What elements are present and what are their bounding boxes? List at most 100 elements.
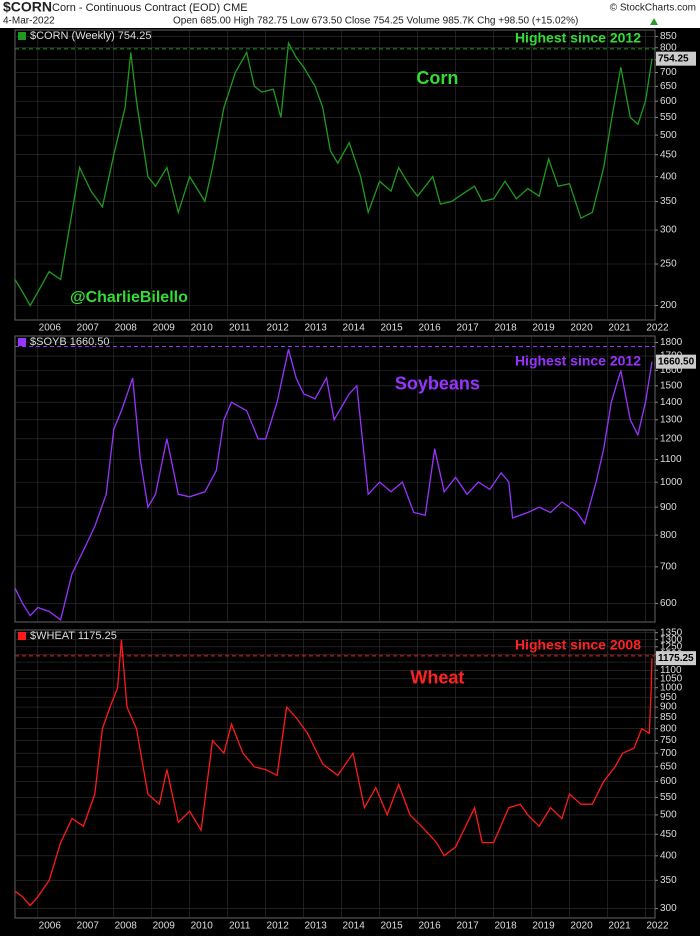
x-tick-label: 2015 xyxy=(381,921,404,932)
legend-swatch xyxy=(18,338,26,346)
x-tick-label: 2007 xyxy=(77,921,100,932)
legend-swatch xyxy=(18,32,26,40)
y-tick-label: 600 xyxy=(660,96,677,107)
y-tick-label: 500 xyxy=(660,810,677,821)
y-tick-label: 1100 xyxy=(660,454,682,465)
x-tick-label: 2010 xyxy=(191,323,214,334)
panel-frame xyxy=(14,629,656,919)
y-tick-label: 400 xyxy=(660,171,677,182)
x-tick-label: 2019 xyxy=(532,323,555,334)
series-label: Soybeans xyxy=(395,373,480,393)
y-tick-label: 1300 xyxy=(660,414,683,425)
x-tick-label: 2021 xyxy=(608,921,631,932)
y-tick-label: 650 xyxy=(660,761,677,772)
watermark: @CharlieBilello xyxy=(70,289,188,306)
y-tick-label: 300 xyxy=(660,225,677,236)
symbol: $CORN xyxy=(3,0,52,15)
last-value-label: 754.25 xyxy=(658,53,689,64)
y-tick-label: 700 xyxy=(660,562,677,573)
header-bar xyxy=(0,0,700,28)
y-tick-label: 350 xyxy=(660,875,677,886)
y-tick-label: 550 xyxy=(660,112,677,123)
x-tick-label: 2015 xyxy=(381,323,404,334)
x-tick-label: 2016 xyxy=(418,323,441,334)
x-tick-label: 2006 xyxy=(39,323,62,334)
y-tick-label: 600 xyxy=(660,598,677,609)
y-tick-label: 750 xyxy=(660,735,677,746)
y-tick-label: 950 xyxy=(660,692,677,703)
y-tick-label: 300 xyxy=(660,903,677,914)
x-tick-label: 2007 xyxy=(77,323,100,334)
last-value-box xyxy=(656,354,696,369)
y-tick-label: 1800 xyxy=(660,337,683,348)
series-label: Corn xyxy=(416,68,458,88)
price-line xyxy=(14,639,653,907)
y-tick-label: 1300 xyxy=(660,634,683,645)
x-tick-label: 2008 xyxy=(115,921,138,932)
x-tick-label: 2006 xyxy=(39,921,62,932)
source: © StockCharts.com xyxy=(610,3,696,14)
y-tick-label: 450 xyxy=(660,149,677,160)
x-tick-label: 2018 xyxy=(494,323,517,334)
last-value-box xyxy=(656,51,696,66)
y-tick-label: 550 xyxy=(660,792,677,803)
y-tick-label: 800 xyxy=(660,723,677,734)
y-tick-label: 1200 xyxy=(660,433,683,444)
x-tick-label: 2016 xyxy=(418,921,441,932)
last-value-box xyxy=(656,651,696,666)
x-tick-label: 2009 xyxy=(153,921,176,932)
x-tick-label: 2022 xyxy=(646,323,669,334)
date: 4-Mar-2022 xyxy=(3,16,55,27)
y-tick-label: 450 xyxy=(660,829,677,840)
x-tick-label: 2022 xyxy=(646,921,669,932)
y-tick-label: 850 xyxy=(660,712,677,723)
y-tick-label: 1250 xyxy=(660,641,683,652)
y-tick-label: 700 xyxy=(660,67,677,78)
y-tick-label: 350 xyxy=(660,196,677,207)
x-tick-label: 2014 xyxy=(343,323,366,334)
x-tick-label: 2011 xyxy=(229,921,251,932)
y-tick-label: 1050 xyxy=(660,673,683,684)
panel-title: $WHEAT 1175.25 xyxy=(30,630,117,642)
x-tick-label: 2009 xyxy=(153,323,176,334)
annotation: Highest since 2012 xyxy=(515,30,641,46)
y-tick-label: 1400 xyxy=(660,397,683,408)
y-tick-label: 900 xyxy=(660,502,677,513)
up-arrow xyxy=(650,18,658,25)
y-tick-label: 250 xyxy=(660,259,677,270)
price-line xyxy=(14,349,653,622)
y-tick-label: 1000 xyxy=(660,682,683,693)
x-tick-label: 2017 xyxy=(456,921,479,932)
y-tick-label: 1600 xyxy=(660,365,683,376)
panel-title: $CORN (Weekly) 754.25 xyxy=(30,30,151,42)
x-tick-label: 2010 xyxy=(191,921,214,932)
y-tick-label: 1500 xyxy=(660,380,683,391)
x-tick-label: 2008 xyxy=(115,323,138,334)
y-tick-label: 850 xyxy=(660,31,677,42)
x-tick-label: 2021 xyxy=(608,323,631,334)
x-tick-label: 2017 xyxy=(456,323,479,334)
annotation: Highest since 2012 xyxy=(515,353,641,369)
y-tick-label: 700 xyxy=(660,748,677,759)
y-tick-label: 650 xyxy=(660,81,677,92)
price-line xyxy=(14,40,653,307)
y-tick-label: 800 xyxy=(660,530,677,541)
y-tick-label: 1100 xyxy=(660,665,682,676)
panel-frame xyxy=(14,335,656,623)
panel-title: $SOYB 1660.50 xyxy=(30,336,110,348)
series-label: Wheat xyxy=(410,668,464,688)
last-value-label: 1175.25 xyxy=(658,653,694,664)
x-tick-label: 2014 xyxy=(343,921,366,932)
y-tick-label: 200 xyxy=(660,300,677,311)
x-tick-label: 2018 xyxy=(494,921,517,932)
last-value-label: 1660.50 xyxy=(658,356,695,367)
annotation: Highest since 2008 xyxy=(515,637,641,653)
y-tick-label: 800 xyxy=(660,42,677,53)
y-tick-label: 1000 xyxy=(660,477,683,488)
panel-frame xyxy=(14,29,656,321)
y-tick-label: 600 xyxy=(660,776,677,787)
x-tick-label: 2020 xyxy=(570,921,593,932)
y-tick-label: 900 xyxy=(660,702,677,713)
x-tick-label: 2012 xyxy=(267,323,290,334)
